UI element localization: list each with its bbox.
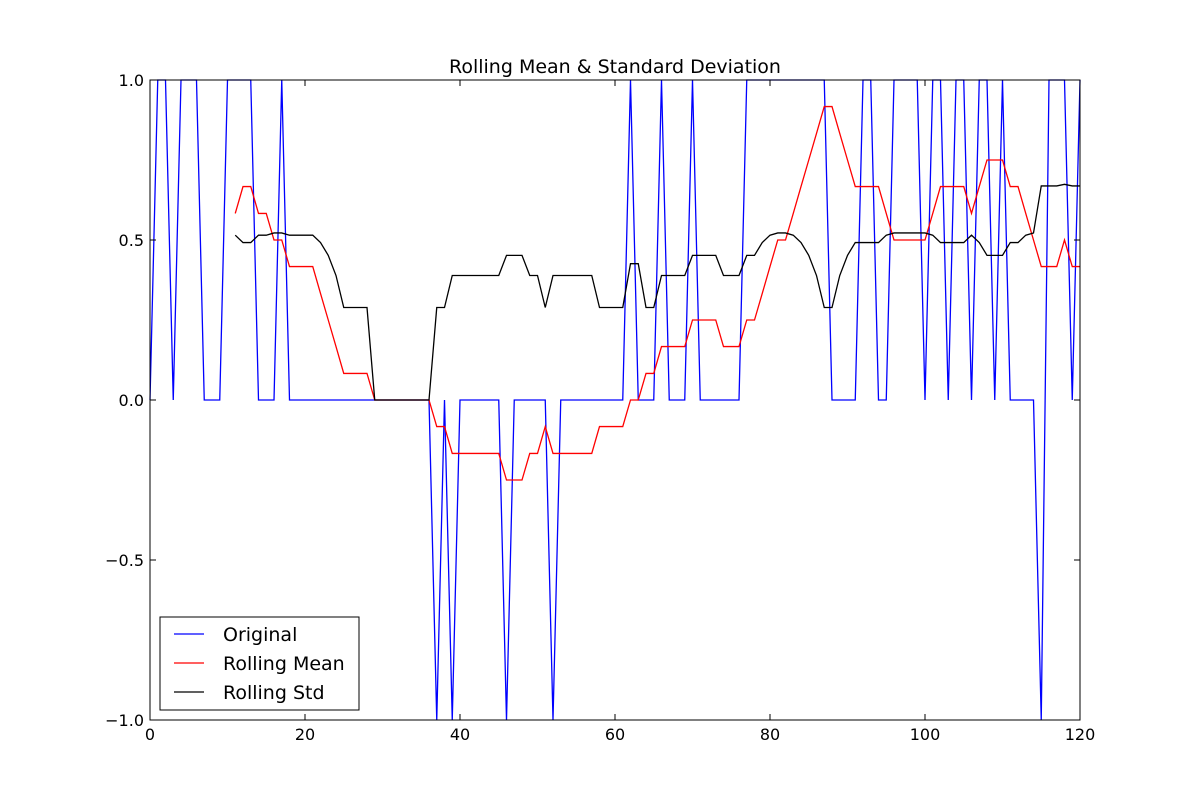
ticks-layer: 0 20 40 60 80 100 120 −1.0 −0.5 0.0 0.5 1.0 bbox=[105, 71, 1095, 744]
series-line-0 bbox=[149, 79, 1081, 721]
legend-items: Original Rolling Mean Rolling Std bbox=[174, 624, 345, 704]
y-tick-label: 0.5 bbox=[119, 231, 144, 250]
x-tick-label: 120 bbox=[1065, 725, 1096, 744]
legend-label-2: Rolling Std bbox=[223, 682, 325, 704]
series-line-2 bbox=[234, 183, 1080, 401]
x-tick-label: 0 bbox=[145, 725, 155, 744]
legend-label-1: Rolling Mean bbox=[223, 653, 345, 675]
x-tick-label: 80 bbox=[760, 725, 780, 744]
chart-title: Rolling Mean & Standard Deviation bbox=[449, 56, 781, 78]
legend: Original Rolling Mean Rolling Std bbox=[159, 616, 360, 711]
y-tick-label: −0.5 bbox=[105, 551, 144, 570]
legend-label-0: Original bbox=[223, 624, 297, 646]
x-tick-label: 20 bbox=[295, 725, 315, 744]
y-tick-label: 1.0 bbox=[119, 71, 144, 90]
series-layer bbox=[149, 79, 1081, 721]
y-tick-label: −1.0 bbox=[105, 711, 144, 730]
y-tick-label: 0.0 bbox=[119, 391, 144, 410]
x-tick-label: 60 bbox=[605, 725, 625, 744]
plot-area: 0 20 40 60 80 100 120 −1.0 −0.5 0.0 0.5 1.0 bbox=[105, 71, 1095, 744]
x-tick-label: 100 bbox=[910, 725, 941, 744]
x-tick-label: 40 bbox=[450, 725, 470, 744]
